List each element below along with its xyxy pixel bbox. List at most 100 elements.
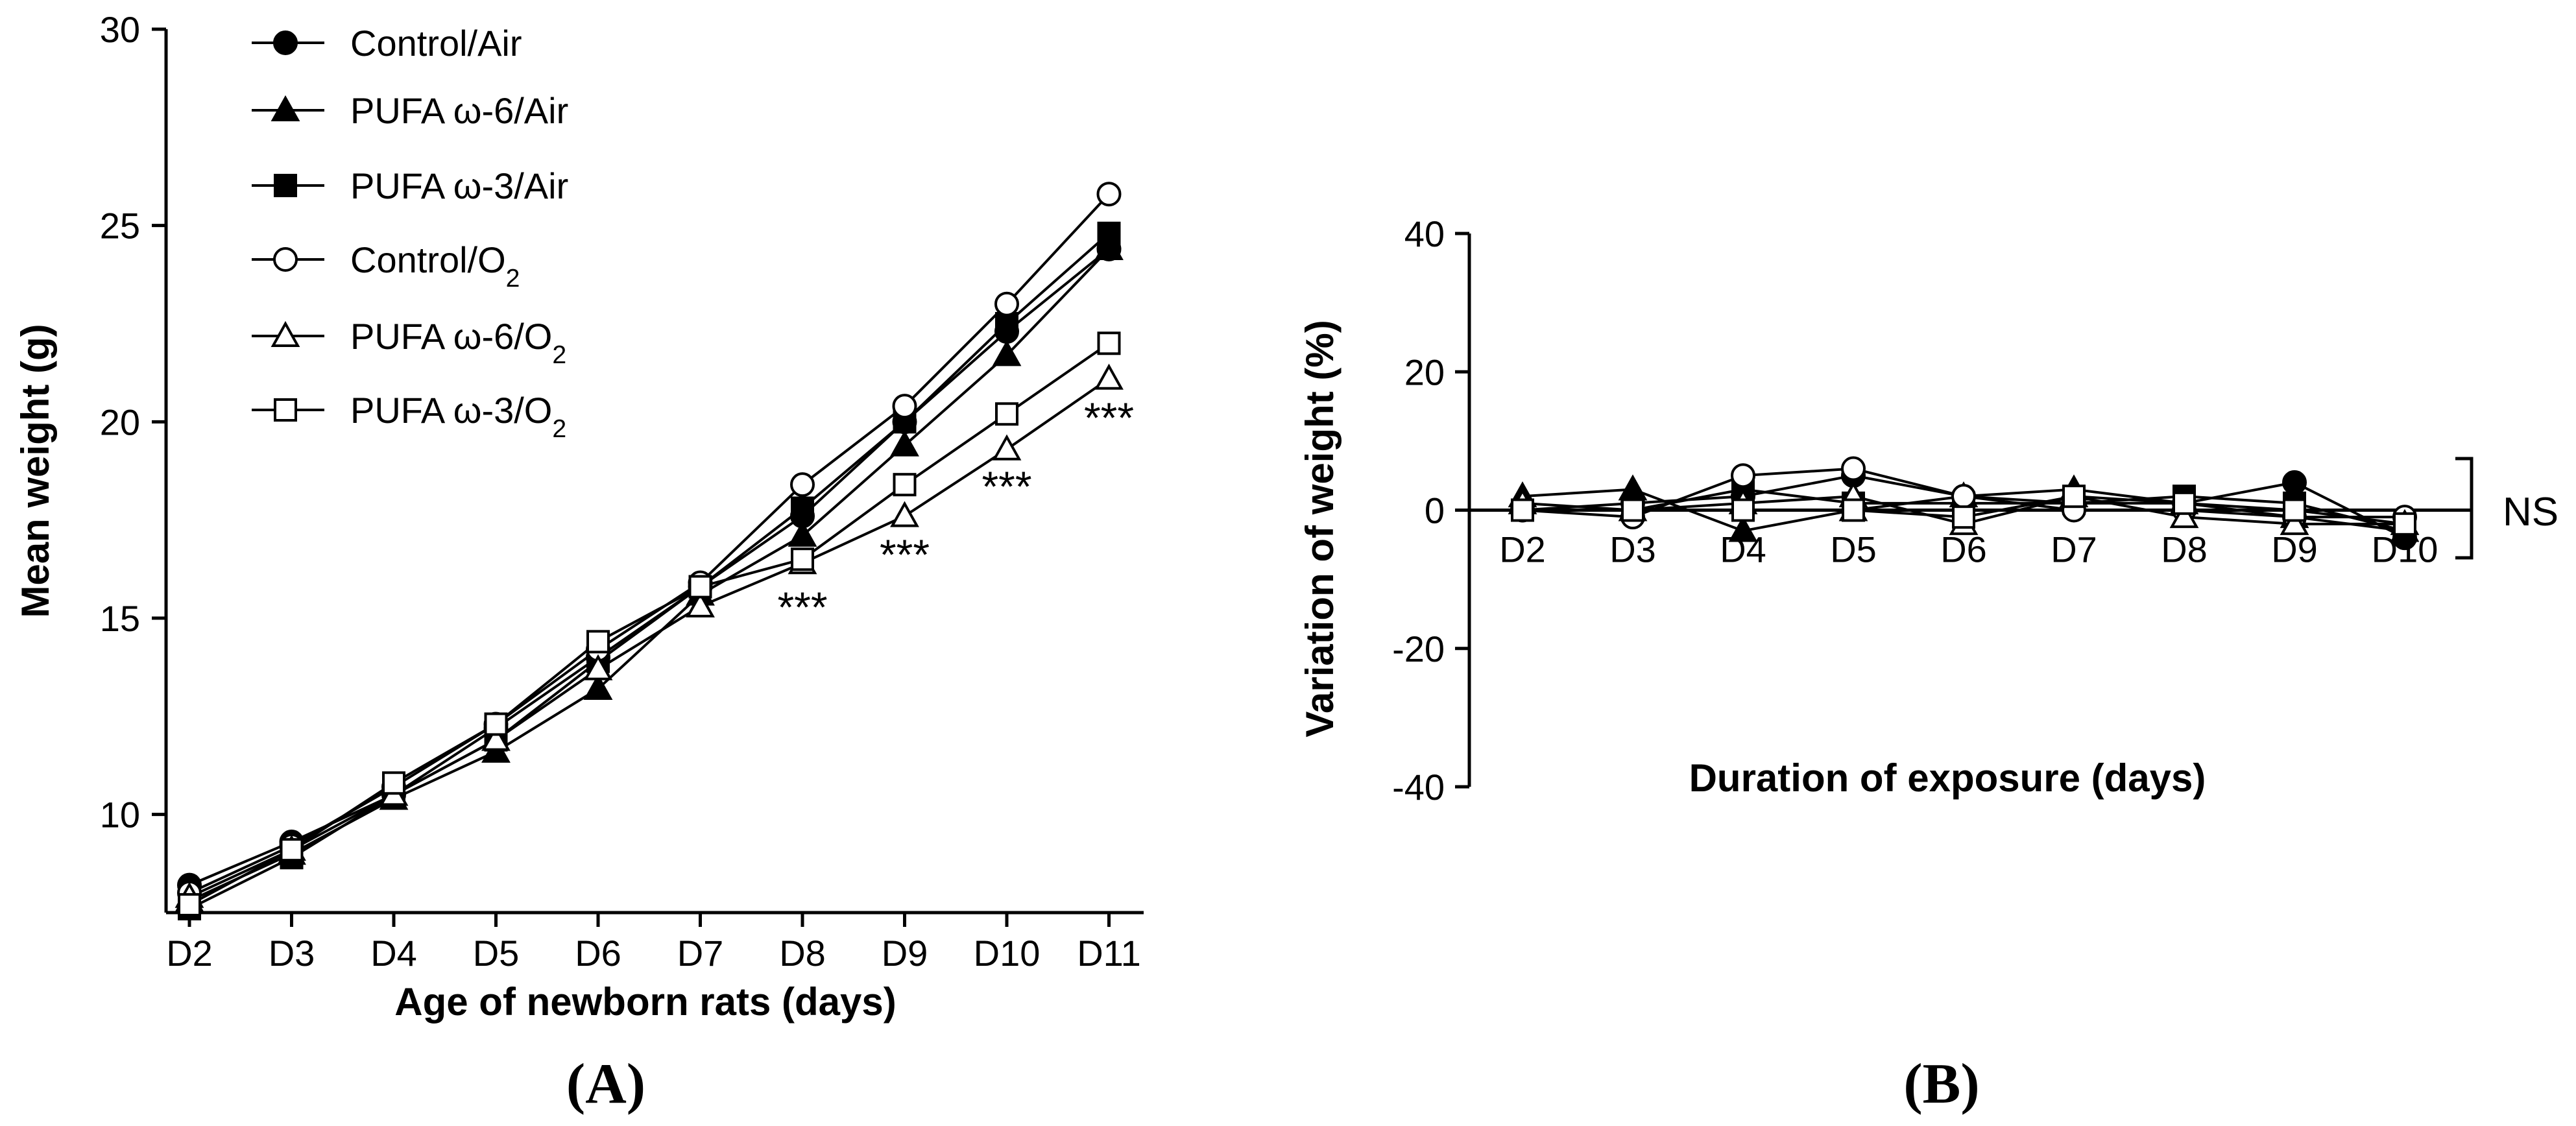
panel-a-series-line bbox=[189, 248, 1110, 887]
panel-b-chart: -40-2002040D2D3D4D5D6D7D8D9D10Duration o… bbox=[1298, 213, 2558, 1116]
panel-b-x-tick-label: D3 bbox=[1609, 529, 1656, 570]
panel-a-data-point bbox=[586, 630, 610, 654]
panel-a-series-line bbox=[189, 342, 1110, 906]
legend-label: PUFA ω-3/O2 bbox=[350, 390, 566, 443]
panel-a-x-tick-label: D11 bbox=[1077, 933, 1141, 974]
panel-b-x-tick-label: D8 bbox=[2161, 529, 2208, 570]
panel-b-significance-bracket bbox=[2455, 457, 2474, 560]
panel-a-data-point bbox=[686, 591, 715, 617]
legend-marker bbox=[274, 174, 297, 197]
panel-a-series-line bbox=[189, 377, 1110, 898]
panel-a-series-line bbox=[189, 232, 1110, 910]
panel-a-data-point bbox=[1097, 331, 1121, 355]
legend-marker bbox=[274, 398, 297, 422]
panel-a-x-tick-label: D8 bbox=[779, 933, 826, 974]
panel-b-y-tick-label: 0 bbox=[1425, 490, 1445, 531]
panel-b-x-axis-label: Duration of exposure (days) bbox=[1689, 756, 2206, 800]
panel-a-data-point bbox=[484, 712, 508, 736]
panel-a-x-tick-label: D6 bbox=[575, 933, 621, 974]
panel-b-data-point bbox=[2280, 509, 2309, 535]
legend-label: PUFA ω-3/Air bbox=[350, 165, 568, 206]
panel-a-significance-annotation: *** bbox=[880, 531, 930, 579]
panel-a-y-axis-label: Mean weight (g) bbox=[14, 324, 57, 617]
panel-a-data-point bbox=[280, 838, 304, 862]
panel-a-data-point bbox=[1094, 234, 1124, 260]
legend-label: Control/Air bbox=[350, 23, 522, 64]
panel-a-y-tick-label: 10 bbox=[100, 795, 140, 835]
panel-a-data-point bbox=[1097, 221, 1121, 245]
panel-a-data-point bbox=[788, 520, 817, 547]
panel-b-y-axis-label: Variation of weight (%) bbox=[1298, 320, 1342, 737]
panel-b-data-point bbox=[1731, 498, 1755, 522]
panel-a-significance-annotation: *** bbox=[1084, 394, 1134, 442]
legend-marker bbox=[271, 320, 300, 347]
panel-a-series-line bbox=[189, 248, 1110, 902]
panel-a-data-point bbox=[890, 430, 919, 457]
panel-b-y-tick-label: -40 bbox=[1392, 767, 1445, 808]
panel-a-y-tick-label: 20 bbox=[100, 401, 140, 442]
panel-b-x-tick-label: D7 bbox=[2051, 529, 2097, 570]
panel-a-data-point bbox=[995, 312, 1018, 335]
panel-a-x-tick-label: D9 bbox=[882, 933, 928, 974]
panel-a-data-point bbox=[1094, 363, 1124, 390]
legend-label: PUFA ω-6/O2 bbox=[350, 316, 566, 369]
panel-a-label: (A) bbox=[566, 1053, 645, 1116]
panel-b-data-point bbox=[2062, 485, 2086, 509]
panel-a-data-point bbox=[791, 547, 814, 571]
panel-a-x-tick-label: D2 bbox=[166, 933, 213, 974]
panel-b-y-tick-label: 20 bbox=[1404, 352, 1445, 392]
panel-a-data-point bbox=[382, 771, 405, 795]
panel-a-data-point bbox=[992, 340, 1022, 366]
panel-a-data-point bbox=[994, 291, 1019, 317]
panel-a-chart: 10 15 20 25 30 D2 D3 D4 D5 D6 D7 D8 D9 D10 D11 Age of n… bbox=[14, 9, 1144, 1116]
panel-a-data-point bbox=[178, 892, 201, 916]
panel-a-x-tick-label: D3 bbox=[269, 933, 315, 974]
panel-b-data-point bbox=[2169, 502, 2199, 529]
panel-b-data-point bbox=[2282, 470, 2307, 495]
panel-b-y-tick-label: -20 bbox=[1392, 629, 1445, 669]
panel-b-significance-label: NS bbox=[2503, 490, 2558, 534]
panel-b-x-tick-label: D6 bbox=[1940, 529, 1987, 570]
panel-a-y-tick-label: 15 bbox=[100, 598, 140, 639]
panel-b-data-point bbox=[1951, 484, 1976, 509]
panel-a-x-tick-label: D7 bbox=[677, 933, 724, 974]
panel-a-x-axis-label: Age of newborn rats (days) bbox=[394, 980, 896, 1024]
panel-b-data-point bbox=[1952, 505, 1975, 529]
panel-b-data-point bbox=[2283, 498, 2306, 522]
panel-b-data-point bbox=[1731, 463, 1755, 488]
panel-a-data-point bbox=[688, 575, 712, 599]
panel-b-data-point bbox=[2393, 512, 2416, 536]
legend-marker bbox=[271, 95, 300, 121]
panel-a-x-tick-label: D5 bbox=[473, 933, 520, 974]
panel-a-data-point bbox=[481, 725, 511, 751]
panel-b-label: (B) bbox=[1903, 1053, 1979, 1116]
panel-a-data-point bbox=[583, 654, 613, 680]
panel-b-data-point bbox=[1841, 456, 1866, 481]
legend-marker bbox=[273, 247, 298, 272]
legend-label: PUFA ω-6/Air bbox=[350, 90, 568, 131]
panel-b-data-point bbox=[2173, 491, 2196, 515]
panel-a-significance-annotation: *** bbox=[777, 583, 827, 631]
legend-marker bbox=[273, 30, 298, 55]
panel-a-data-point bbox=[992, 434, 1022, 461]
panel-a-data-point bbox=[893, 473, 917, 497]
panel-b-data-point bbox=[1511, 498, 1534, 522]
panel-b-data-point bbox=[1842, 498, 1865, 522]
panel-a-x-tick-label: D4 bbox=[370, 933, 417, 974]
panel-b-x-tick-label: D5 bbox=[1830, 529, 1877, 570]
panel-a-data-point bbox=[791, 496, 814, 520]
panel-a-data-point bbox=[790, 472, 815, 497]
panel-a-y-tick-label: 30 bbox=[100, 9, 140, 50]
panel-a-data-point bbox=[890, 501, 919, 527]
panel-a-data-point bbox=[1096, 182, 1122, 207]
panel-a-significance-annotation: *** bbox=[981, 462, 1031, 510]
panel-b-x-tick-label: D9 bbox=[2271, 529, 2318, 570]
panel-b-y-tick-label: 40 bbox=[1404, 213, 1445, 254]
panel-a-data-point bbox=[892, 394, 917, 419]
legend-label: Control/O2 bbox=[350, 239, 520, 293]
panel-a-data-point bbox=[995, 402, 1018, 426]
panel-b-data-point bbox=[1728, 516, 1758, 542]
panel-b-data-point bbox=[1621, 498, 1644, 522]
panel-a-y-tick-label: 25 bbox=[100, 206, 140, 246]
